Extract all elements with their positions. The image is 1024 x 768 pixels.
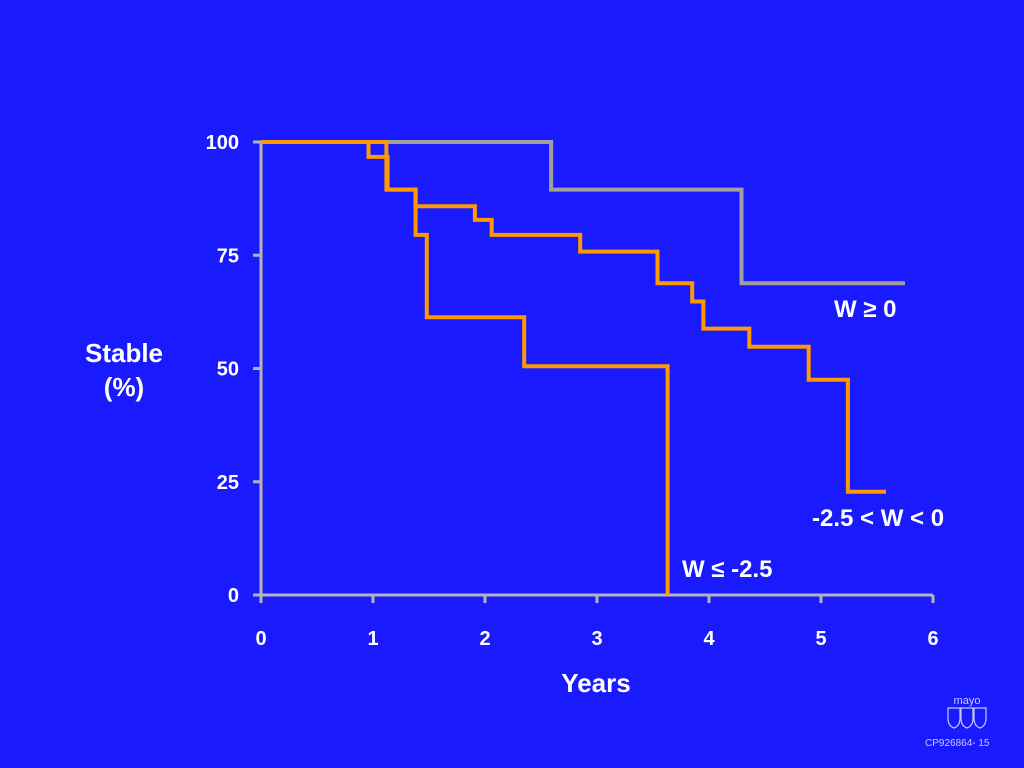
mayo-logo-text: mayo	[954, 695, 981, 707]
x-tick-label: 3	[591, 628, 602, 650]
y-tick-label: 75	[217, 245, 239, 267]
x-tick-label: 0	[255, 628, 266, 650]
x-tick-label: 6	[927, 628, 938, 650]
series-line-2	[261, 140, 670, 595]
y-tick-label: 0	[228, 585, 239, 607]
slide-code: CP926864- 15	[925, 738, 990, 749]
series-label-w-le-neg2-5: W ≤ -2.5	[682, 556, 773, 583]
x-tick-label: 2	[479, 628, 490, 650]
y-axis-label: Stable (%)	[60, 336, 188, 404]
series-layer	[261, 140, 905, 595]
shield-icon	[973, 707, 987, 729]
mayo-logo: mayo	[947, 695, 987, 729]
axes	[253, 140, 935, 603]
y-axis-label-line2: (%)	[103, 372, 145, 402]
shield-icon	[960, 707, 974, 729]
tick-labels: 0 25 50 75 100 0 1 2 3 4 5 6	[206, 132, 939, 650]
y-tick-label: 100	[206, 132, 239, 154]
x-tick-label: 4	[703, 628, 715, 650]
series-line-1	[261, 140, 886, 494]
series-label-mid: -2.5 < W < 0	[812, 505, 945, 532]
y-tick-label: 25	[217, 472, 239, 494]
y-axis-label-line1: Stable	[84, 338, 164, 368]
shield-icon	[947, 707, 961, 729]
y-tick-label: 50	[217, 359, 239, 381]
x-tick-label: 5	[815, 628, 826, 650]
series-label-w-ge-0: W ≥ 0	[834, 296, 897, 323]
x-axis-label: Years	[561, 668, 631, 698]
series-line-0	[261, 140, 905, 286]
x-tick-label: 1	[367, 628, 378, 650]
